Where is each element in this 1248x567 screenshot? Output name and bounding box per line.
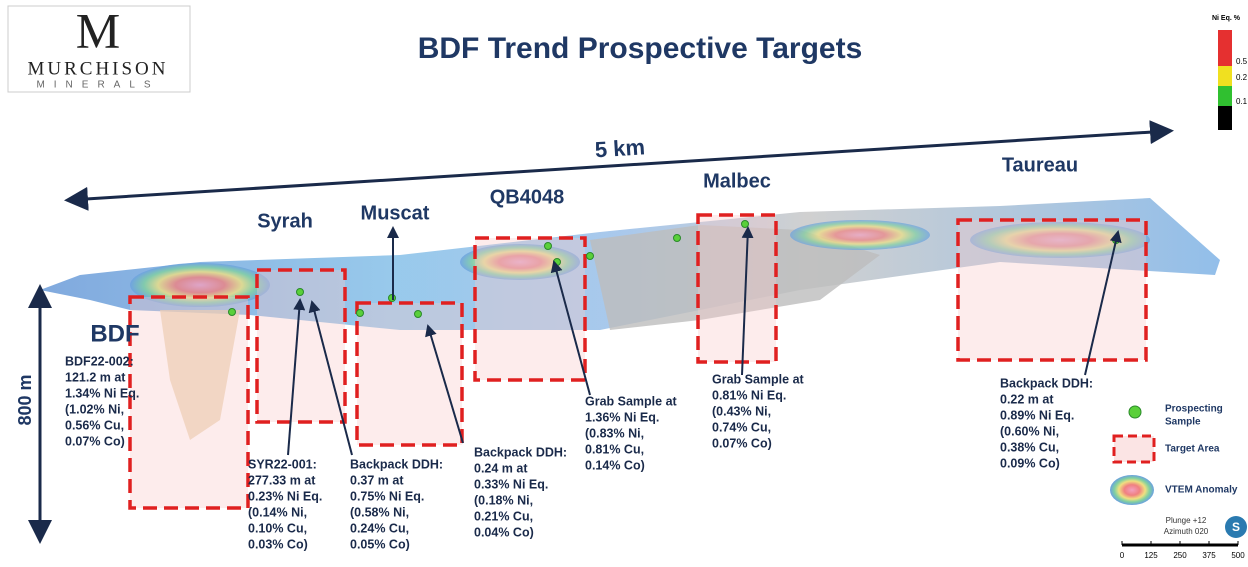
scale-bar-label: 0 bbox=[1120, 551, 1125, 560]
depth-label: 800 m bbox=[15, 374, 35, 425]
target-name: Syrah bbox=[257, 210, 313, 232]
logo-sub: MINERALS bbox=[36, 80, 159, 91]
vtem-anomaly bbox=[790, 220, 930, 250]
annotation-line: Grab Sample at bbox=[712, 372, 805, 386]
sample-point bbox=[742, 221, 749, 228]
annotation-line: (0.43% Ni, bbox=[712, 404, 771, 418]
annotation-line: (0.83% Ni, bbox=[585, 426, 644, 440]
scale-bar-label: 125 bbox=[1144, 551, 1158, 560]
sample-point bbox=[545, 243, 552, 250]
annotation-line: 0.75% Ni Eq. bbox=[350, 489, 424, 503]
annotation-line: (0.60% Ni, bbox=[1000, 424, 1059, 438]
target-name: Malbec bbox=[703, 170, 771, 192]
distance-label: 5 km bbox=[594, 134, 646, 162]
target-name: BDF bbox=[90, 320, 139, 347]
annotation-line: 0.10% Cu, bbox=[248, 521, 307, 535]
target-name: Taureau bbox=[1002, 154, 1078, 176]
annotation-line: Backpack DDH: bbox=[1000, 376, 1093, 390]
annotation-line: (0.18% Ni, bbox=[474, 493, 533, 507]
view-plunge: Plunge +12 bbox=[1166, 516, 1207, 525]
scale-bar-label: 250 bbox=[1173, 551, 1187, 560]
annotation-line: 0.07% Co) bbox=[65, 434, 125, 448]
annotation-line: 0.22 m at bbox=[1000, 392, 1054, 406]
target-area bbox=[357, 303, 462, 445]
target-area bbox=[698, 215, 776, 362]
annotation-line: SYR22-001: bbox=[248, 457, 317, 471]
annotation-line: 0.81% Cu, bbox=[585, 442, 644, 456]
annotation-line: 0.09% Co) bbox=[1000, 456, 1060, 470]
scale-label: 0.5 bbox=[1236, 57, 1248, 66]
annotation-line: 1.34% Ni Eq. bbox=[65, 386, 139, 400]
annotation-line: 0.14% Co) bbox=[585, 458, 645, 472]
target-area bbox=[475, 238, 585, 380]
scale-bar-label: 375 bbox=[1202, 551, 1216, 560]
sample-point bbox=[229, 309, 236, 316]
annotation-line: 0.24 m at bbox=[474, 461, 528, 475]
view-azimuth: Azimuth 020 bbox=[1164, 527, 1209, 536]
legend-sample-icon bbox=[1129, 406, 1141, 418]
sample-point bbox=[297, 289, 304, 296]
target-area bbox=[130, 297, 248, 508]
scale-label: 0.2 bbox=[1236, 73, 1248, 82]
sample-point bbox=[674, 235, 681, 242]
annotation-line: 121.2 m at bbox=[65, 370, 126, 384]
scale-swatch bbox=[1218, 86, 1232, 106]
annotation-line: 0.89% Ni Eq. bbox=[1000, 408, 1074, 422]
annotation-line: (0.58% Ni, bbox=[350, 505, 409, 519]
annotation-line: 0.74% Cu, bbox=[712, 420, 771, 434]
annotation-line: 0.37 m at bbox=[350, 473, 404, 487]
annotation-line: 0.03% Co) bbox=[248, 537, 308, 551]
legend-label: Prospecting bbox=[1165, 404, 1223, 415]
scale-swatch bbox=[1218, 106, 1232, 130]
target-name: Muscat bbox=[361, 202, 430, 224]
legend-target-icon bbox=[1114, 436, 1154, 462]
compass-label: S bbox=[1232, 520, 1240, 534]
sample-point bbox=[357, 310, 364, 317]
logo-name: MURCHISON bbox=[27, 58, 168, 79]
annotation-line: 0.56% Cu, bbox=[65, 418, 124, 432]
annotation-line: BDF22-002: bbox=[65, 354, 134, 368]
scale-swatch bbox=[1218, 30, 1232, 66]
annotation-line: 0.24% Cu, bbox=[350, 521, 409, 535]
slide: MMURCHISONMINERALS BDF Trend Prospective … bbox=[0, 0, 1248, 567]
annotation-line: (0.14% Ni, bbox=[248, 505, 307, 519]
annotation-line: 0.21% Cu, bbox=[474, 509, 533, 523]
target-name: QB4048 bbox=[490, 186, 565, 208]
scale-swatch bbox=[1218, 66, 1232, 86]
annotation-line: Grab Sample at bbox=[585, 394, 678, 408]
annotation-line: 0.38% Cu, bbox=[1000, 440, 1059, 454]
annotation-line: 277.33 m at bbox=[248, 473, 316, 487]
legend-label: Sample bbox=[1165, 417, 1201, 428]
title: BDF Trend Prospective Targets bbox=[418, 32, 863, 65]
annotation-line: 0.23% Ni Eq. bbox=[248, 489, 322, 503]
scale-title: Ni Eq. % bbox=[1212, 15, 1241, 22]
legend-label: Target Area bbox=[1165, 444, 1220, 455]
logo-mark: M bbox=[76, 2, 120, 58]
sample-point bbox=[587, 253, 594, 260]
sample-point bbox=[415, 311, 422, 318]
legend-vtem-icon bbox=[1110, 475, 1154, 505]
annotation-line: 0.07% Co) bbox=[712, 436, 772, 450]
annotation-line: 0.33% Ni Eq. bbox=[474, 477, 548, 491]
annotation-line: 0.04% Co) bbox=[474, 525, 534, 539]
annotation-line: (1.02% Ni, bbox=[65, 402, 124, 416]
scale-bar-label: 500 bbox=[1231, 551, 1245, 560]
annotation-line: 1.36% Ni Eq. bbox=[585, 410, 659, 424]
annotation-line: Backpack DDH: bbox=[350, 457, 443, 471]
scale-label: 0.1 bbox=[1236, 97, 1248, 106]
legend-label: VTEM Anomaly bbox=[1165, 485, 1238, 496]
annotation-line: 0.81% Ni Eq. bbox=[712, 388, 786, 402]
annotation-line: 0.05% Co) bbox=[350, 537, 410, 551]
annotation-line: Backpack DDH: bbox=[474, 445, 567, 459]
